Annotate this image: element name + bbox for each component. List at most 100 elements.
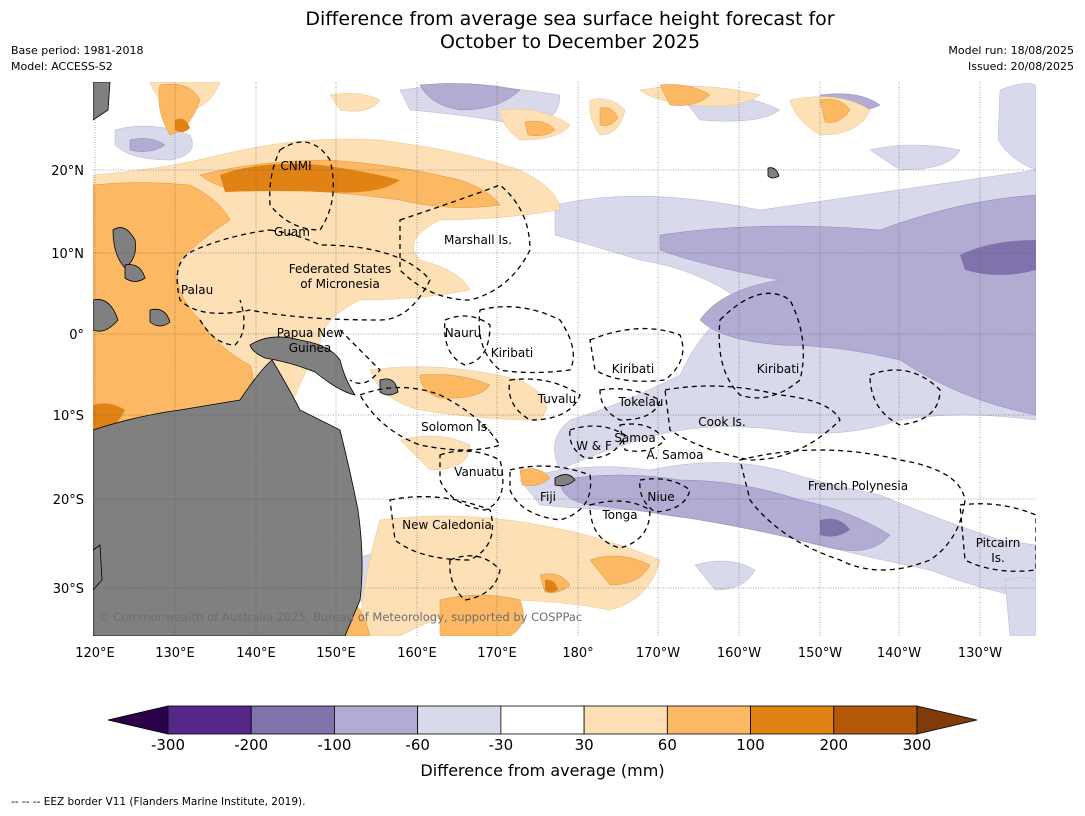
label-guam: Guam	[274, 225, 310, 239]
eez-norfolk	[449, 555, 501, 601]
colorbar-segment	[750, 705, 835, 735]
eez-palau	[199, 299, 245, 346]
fiji-land	[554, 474, 576, 487]
eez-border-legend: -- -- -- EEZ border V11 (Flanders Marine…	[11, 796, 306, 808]
asia-coast-land	[93, 82, 111, 121]
colorbar-segment	[417, 705, 502, 735]
eez-png	[339, 329, 381, 384]
colorbar-segment	[250, 705, 335, 735]
lon-label: 170°E	[477, 646, 517, 661]
region-labels: CNMI Guam Marshall Is. Federated States …	[181, 159, 1020, 565]
meta-right: Model run: 18/08/2025 Issued: 20/08/2025	[948, 43, 1074, 75]
label-tuvalu: Tuvalu	[537, 392, 577, 406]
model-run: Model run: 18/08/2025	[948, 44, 1074, 57]
colorbar-tick: 300	[902, 736, 932, 754]
eez-kiribati-central	[589, 327, 684, 382]
lat-label: 10°N	[51, 247, 84, 262]
mindanao-land	[124, 264, 146, 282]
lon-label: 180°	[562, 646, 593, 661]
eez-niue	[639, 478, 691, 513]
map-area: CNMI Guam Marshall Is. Federated States …	[93, 82, 1036, 636]
label-kiribati-east: Kiribati	[757, 362, 799, 376]
colorbar-tick: 100	[736, 736, 765, 754]
title-line-2: October to December 2025	[439, 31, 701, 53]
eez-borders	[176, 141, 1036, 601]
eez-kiribati-west	[478, 306, 574, 374]
eez-marquesas	[869, 369, 941, 426]
lon-label: 150°E	[316, 646, 356, 661]
label-vanuatu: Vanuatu	[454, 465, 504, 479]
tasmania-land	[93, 544, 103, 591]
label-tokelau: Tokelau	[618, 395, 664, 409]
label-niue: Niue	[647, 490, 674, 504]
eez-tuvalu	[508, 378, 581, 421]
label-american-samoa: A. Samoa	[647, 448, 704, 462]
base-period: Base period: 1981-2018	[11, 44, 144, 57]
label-cnmi: CNMI	[280, 159, 311, 173]
australia-land	[93, 359, 363, 636]
colorbar	[107, 705, 978, 735]
colorbar-tick: -60	[405, 736, 430, 754]
eez-tokelau	[599, 388, 661, 421]
sulawesi-land	[149, 308, 171, 327]
lon-label: 150°W	[798, 646, 842, 661]
eez-pitcairn	[959, 503, 1036, 572]
colorbar-segment	[167, 705, 252, 735]
colorbar-tick: 60	[657, 736, 677, 754]
eez-samoa	[619, 423, 666, 452]
lat-label: 30°S	[53, 582, 84, 597]
colorbar-tick: -300	[150, 736, 186, 754]
colorbar-extend-high	[916, 705, 978, 735]
eez-kiribati-east	[718, 292, 804, 399]
longitude-axis: 120°E 130°E 140°E 150°E 160°E 170°E 180° 170°W 1…	[75, 646, 1002, 661]
label-fsm-line1: Federated States	[289, 262, 391, 276]
title-line-1: Difference from average sea surface heig…	[305, 8, 835, 30]
colorbar-segment	[334, 705, 419, 735]
label-wallis-futuna: W & F	[576, 439, 612, 453]
label-pitcairn-line2: Is.	[991, 551, 1005, 565]
label-palau: Palau	[181, 283, 213, 297]
model-name: Model: ACCESS-S2	[11, 60, 113, 73]
issued-date: Issued: 20/08/2025	[967, 60, 1074, 73]
eez-cook-islands	[664, 385, 841, 461]
lon-label: 130°W	[958, 646, 1002, 661]
colorbar-tick: 200	[819, 736, 849, 754]
colorbar-label: Difference from average (mm)	[420, 761, 665, 780]
colorbar-segment	[583, 705, 668, 735]
label-new-caledonia: New Caledonia	[402, 518, 492, 532]
lon-label: 160°W	[717, 646, 761, 661]
eez-micronesia	[176, 229, 431, 321]
colorbar-segment	[833, 705, 918, 735]
label-kiribati-west: Kiribati	[491, 346, 533, 360]
lon-label: 160°E	[397, 646, 437, 661]
gridlines	[93, 82, 1036, 636]
eez-cnmi	[269, 141, 334, 231]
anomaly-dark-purple	[820, 240, 1036, 537]
anomaly-medium-purple	[129, 83, 1036, 551]
colorbar-tick: -200	[234, 736, 269, 754]
colorbar-tick: -30	[488, 736, 514, 754]
borneo-land	[93, 299, 119, 332]
lat-label: 10°S	[53, 409, 84, 424]
label-kiribati-central: Kiribati	[612, 362, 654, 376]
new-guinea-land	[249, 336, 356, 396]
eez-wallis-futuna	[569, 425, 626, 459]
lon-label: 130°E	[155, 646, 195, 661]
label-png-line1: Papua New	[277, 326, 344, 340]
eez-french-polynesia	[739, 449, 966, 571]
meta-left: Base period: 1981-2018 Model: ACCESS-S2	[11, 43, 143, 75]
label-fiji: Fiji	[540, 490, 556, 504]
lon-label: 120°E	[75, 646, 115, 661]
colorbar-extend-low	[107, 705, 169, 735]
lat-label: 20°S	[53, 493, 84, 508]
label-fsm-line2: of Micronesia	[300, 277, 380, 291]
hawaii-land	[767, 167, 780, 179]
label-nauru: Nauru	[445, 326, 481, 340]
lat-label: 20°N	[51, 164, 84, 179]
label-french-polynesia: French Polynesia	[808, 479, 908, 493]
colorbar-tick: 30	[574, 736, 594, 754]
latitude-axis: 20°N 10°N 0° 10°S 20°S 30°S	[51, 164, 84, 597]
label-pitcairn-line1: Pitcairn	[976, 536, 1021, 550]
lon-label: 140°E	[236, 646, 276, 661]
